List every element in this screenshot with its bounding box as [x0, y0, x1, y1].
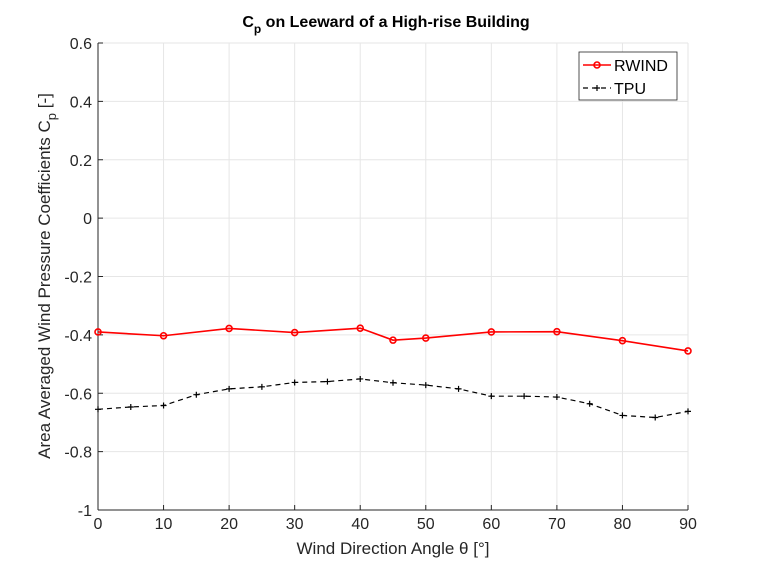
chart-title-main: C — [242, 14, 254, 31]
series-tpu — [95, 375, 691, 421]
y-tick-label-2: -0.6 — [64, 386, 92, 403]
x-tick-label-3: 30 — [286, 516, 304, 533]
point-rwind-10 — [684, 347, 692, 355]
y-tick-label-6: 0.2 — [70, 153, 92, 170]
y-tick-label-8: 0.6 — [70, 36, 92, 53]
chart-title-subscript: p — [254, 22, 261, 36]
y-tick-label-3: -0.4 — [64, 328, 92, 345]
point-tpu-10 — [422, 382, 429, 389]
y-axis-label: Area Averaged Wind Pressure Coefficients… — [35, 93, 59, 459]
point-tpu-4 — [226, 385, 233, 392]
x-tick-label-2: 20 — [220, 516, 238, 533]
x-axis-label: Wind Direction Angle θ [°] — [297, 539, 490, 558]
data-series — [94, 324, 692, 421]
point-tpu-6 — [291, 379, 298, 386]
y-axis-label-main: Area Averaged Wind Pressure Coefficients… — [35, 120, 54, 459]
x-tick-label-9: 90 — [679, 516, 697, 533]
legend-marker-tpu — [594, 85, 600, 91]
point-tpu-2 — [160, 402, 167, 409]
point-rwind-3 — [290, 328, 299, 337]
legend-marker-rwind — [593, 61, 601, 69]
point-tpu-8 — [357, 375, 364, 382]
y-tick-label-0: -1 — [78, 503, 92, 520]
chart-title-rest: on Leeward of a High-rise Building — [261, 14, 529, 31]
point-tpu-1 — [127, 403, 134, 410]
series-rwind — [94, 324, 692, 355]
point-rwind-1 — [159, 331, 168, 340]
x-tick-label-5: 50 — [417, 516, 435, 533]
point-tpu-3 — [193, 391, 200, 398]
point-tpu-9 — [390, 379, 396, 386]
x-tick-label-0: 0 — [94, 516, 103, 533]
x-tick-label-1: 10 — [155, 516, 173, 533]
legend-label-rwind: RWIND — [614, 58, 668, 75]
y-axis-label-rest: [-] — [35, 93, 54, 113]
point-tpu-7 — [324, 378, 331, 385]
legend-label-tpu: TPU — [614, 81, 646, 98]
point-tpu-15 — [586, 400, 593, 407]
point-tpu-14 — [553, 394, 560, 401]
point-tpu-17 — [652, 414, 659, 421]
point-rwind-4 — [356, 324, 365, 332]
point-tpu-12 — [488, 393, 495, 400]
legend-box — [578, 51, 678, 101]
x-tick-label-8: 80 — [614, 516, 632, 533]
point-rwind-5 — [389, 336, 397, 344]
chart-title: Cp on Leeward of a High-rise Building — [242, 14, 529, 36]
point-tpu-16 — [619, 412, 626, 419]
x-tick-label-6: 60 — [482, 516, 500, 533]
y-axis-label-subscript: p — [44, 113, 59, 120]
point-rwind-9 — [618, 336, 627, 345]
point-tpu-5 — [258, 383, 265, 390]
point-rwind-6 — [421, 334, 430, 342]
axes — [97, 42, 689, 511]
point-rwind-7 — [487, 328, 496, 336]
y-tick-label-1: -0.8 — [64, 445, 92, 462]
series-line-rwind — [97, 327, 689, 352]
y-tick-label-4: -0.2 — [64, 270, 92, 287]
point-tpu-18 — [685, 408, 691, 415]
point-tpu-11 — [455, 385, 462, 392]
point-tpu-0 — [95, 406, 101, 413]
point-tpu-13 — [521, 393, 528, 400]
legend: RWIND TPU — [578, 51, 678, 101]
x-tick-label-7: 70 — [548, 516, 566, 533]
tick-labels: 0 10 20 30 40 50 60 70 80 90 -1 -0.8 -0.6 -0.4 -0.2 0 0.… — [64, 36, 697, 533]
x-tick-label-4: 40 — [351, 516, 369, 533]
point-rwind-0 — [94, 328, 102, 336]
point-rwind-8 — [553, 327, 561, 336]
y-tick-label-7: 0.4 — [70, 94, 92, 111]
point-rwind-2 — [225, 324, 233, 333]
y-tick-label-5: 0 — [83, 211, 92, 228]
